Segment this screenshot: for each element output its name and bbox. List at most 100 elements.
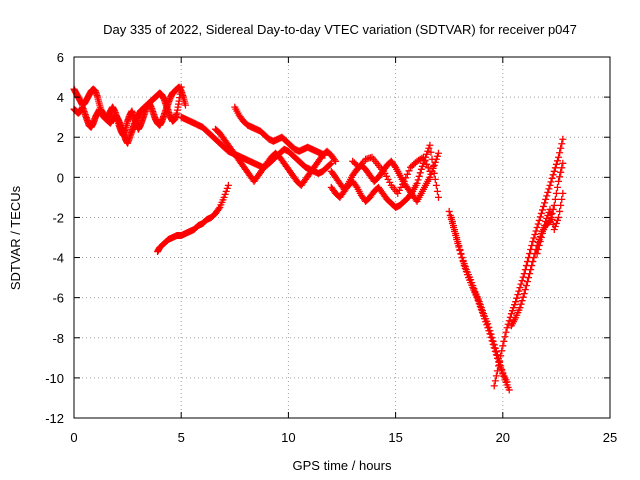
- data-point: [550, 167, 558, 175]
- data-point: [530, 234, 538, 242]
- data-point: [221, 190, 229, 198]
- data-point: [496, 357, 504, 365]
- data-point: [474, 297, 482, 305]
- data-point: [421, 157, 429, 165]
- data-point: [551, 164, 559, 172]
- data-point: [473, 294, 481, 302]
- data-point: [407, 163, 415, 171]
- data-point: [555, 177, 563, 185]
- data-point: [461, 265, 469, 273]
- data-point: [417, 165, 425, 173]
- data-point: [515, 287, 523, 295]
- data-point: [454, 238, 462, 246]
- data-point: [537, 209, 545, 217]
- data-point: [521, 286, 529, 294]
- grid: [74, 57, 610, 418]
- data-point: [220, 193, 228, 201]
- data-point: [492, 351, 500, 359]
- x-tick-label: 25: [603, 430, 617, 445]
- data-point: [491, 377, 499, 385]
- data-point: [416, 169, 424, 177]
- series-mid-cluster-3: [349, 153, 434, 197]
- data-point: [548, 174, 556, 182]
- data-point: [507, 310, 515, 318]
- data-point: [553, 183, 561, 191]
- data-point: [426, 173, 434, 181]
- y-axis-ticks: -12 -10 -8 -6 -4 -2 0 2 4 6: [45, 50, 610, 426]
- data-point: [551, 222, 559, 230]
- data-point: [480, 312, 488, 320]
- data-point: [533, 223, 541, 231]
- data-point: [552, 160, 560, 168]
- data-point: [445, 207, 453, 215]
- data-point: [452, 229, 460, 237]
- data-point: [181, 101, 189, 109]
- data-point: [487, 333, 495, 341]
- data-point: [490, 344, 498, 352]
- data-point: [522, 282, 530, 290]
- data-point: [463, 271, 471, 279]
- data-point: [350, 159, 358, 167]
- data-point: [533, 250, 541, 258]
- data-point: [460, 262, 468, 270]
- data-point: [434, 149, 442, 157]
- data-point: [456, 246, 464, 254]
- data-point: [551, 195, 559, 203]
- data-point: [447, 213, 455, 221]
- series-dip-right-2: [507, 159, 567, 330]
- data-point: [532, 227, 540, 235]
- data-point: [544, 211, 552, 219]
- data-point: [424, 147, 432, 155]
- data-point: [557, 144, 565, 152]
- data-point: [477, 306, 485, 314]
- data-point: [449, 221, 457, 229]
- y-tick-label: 6: [57, 50, 64, 65]
- data-point: [540, 225, 548, 233]
- data-point: [536, 213, 544, 221]
- series-dip-right-3: [533, 189, 567, 258]
- data-point: [545, 185, 553, 193]
- data-point: [538, 206, 546, 214]
- data-point: [518, 277, 526, 285]
- data-point: [547, 210, 555, 218]
- data-point: [492, 372, 500, 380]
- data-point: [332, 157, 340, 165]
- data-point: [433, 152, 441, 160]
- x-tick-label: 5: [178, 430, 185, 445]
- data-point: [453, 234, 461, 241]
- data-point: [488, 337, 496, 345]
- data-point: [399, 180, 407, 188]
- data-point: [536, 238, 544, 246]
- data-point: [511, 301, 519, 309]
- data-point: [414, 176, 422, 184]
- data-point: [485, 327, 493, 335]
- data-point: [545, 218, 553, 226]
- data-point: [459, 258, 467, 266]
- y-tick-label: 4: [57, 90, 64, 105]
- data-point: [553, 216, 561, 224]
- data-point: [542, 217, 550, 225]
- data-point: [547, 178, 555, 186]
- data-point: [517, 300, 525, 308]
- data-point: [415, 172, 423, 180]
- data-point: [408, 189, 416, 197]
- data-point: [559, 135, 567, 143]
- data-point: [434, 193, 442, 201]
- data-point: [427, 148, 435, 156]
- data-point: [543, 214, 551, 222]
- plot-border: [73, 56, 611, 419]
- data-point: [427, 170, 435, 178]
- data-point: [490, 382, 498, 390]
- data-point: [557, 201, 565, 209]
- data-point: [527, 266, 535, 274]
- data-point: [540, 202, 548, 210]
- data-point: [426, 141, 434, 149]
- series-mid-cluster-2: [327, 141, 442, 211]
- y-tick-label: -8: [52, 331, 64, 346]
- data-point: [418, 162, 426, 170]
- data-point: [534, 246, 542, 254]
- data-point: [448, 217, 456, 225]
- data-point: [525, 274, 533, 282]
- y-axis-label: SDTVAR / TECUs: [8, 185, 23, 290]
- y-tick-label: 0: [57, 170, 64, 185]
